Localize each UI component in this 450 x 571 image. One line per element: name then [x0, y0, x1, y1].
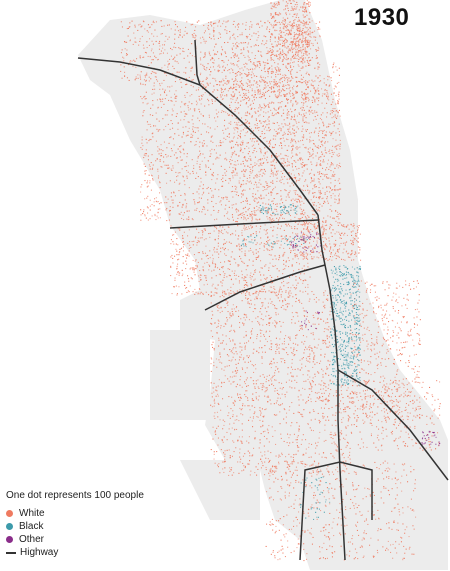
- legend-label-black: Black: [19, 521, 44, 532]
- highway-south: [337, 370, 346, 561]
- highway-central: [317, 214, 339, 371]
- highway-line-icon: [6, 551, 16, 554]
- legend-item-black: Black: [6, 520, 144, 533]
- highway-lines: [77, 39, 449, 561]
- legend-item-white: White: [6, 507, 144, 520]
- legend-label-other: Other: [19, 534, 45, 545]
- highway-skyway-loop: [299, 461, 373, 561]
- highway-northwest: [77, 57, 319, 216]
- map-legend: One dot represents 100 people White Blac…: [6, 490, 144, 559]
- legend-item-highway: Highway: [6, 546, 144, 559]
- legend-label-white: White: [19, 508, 45, 519]
- year-title: 1930: [354, 4, 410, 31]
- legend-label-highway: Highway: [20, 547, 59, 558]
- white-dot-icon: [6, 510, 13, 517]
- legend-item-other: Other: [6, 533, 144, 546]
- highway-north: [194, 39, 201, 86]
- highway-west: [169, 219, 319, 229]
- black-dot-icon: [6, 523, 13, 530]
- highway-southwest: [204, 264, 326, 311]
- other-dot-icon: [6, 536, 13, 543]
- legend-note: One dot represents 100 people: [6, 490, 144, 501]
- highway-southeast: [337, 369, 449, 481]
